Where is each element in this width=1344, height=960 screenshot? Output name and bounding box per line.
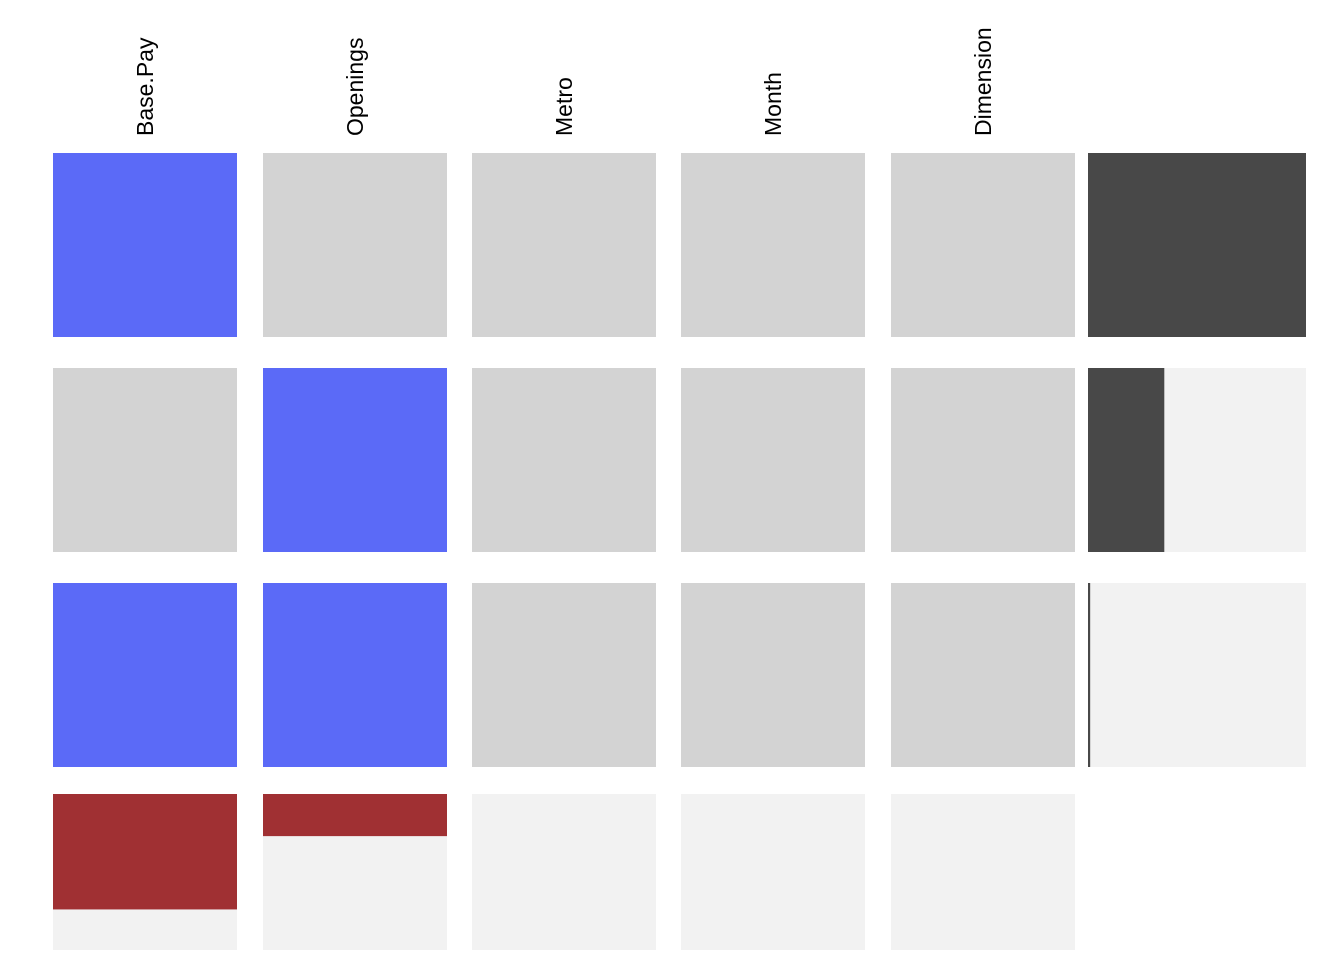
- pattern-cell-r0-c1: [263, 153, 447, 337]
- pattern-cell-r0-c2: [472, 153, 656, 337]
- column-bar-0: [53, 794, 237, 910]
- column-bar-bg-2: [472, 794, 656, 950]
- column-bar-bg-3: [681, 794, 865, 950]
- pattern-cell-r1-c4: [891, 368, 1075, 552]
- pattern-cell-r2-c0: [53, 583, 237, 767]
- column-bar-1: [263, 794, 447, 837]
- pattern-cell-r2-c1: [263, 583, 447, 767]
- pattern-cell-r1-c2: [472, 368, 656, 552]
- pattern-cell-r1-c3: [681, 368, 865, 552]
- pattern-cell-r0-c4: [891, 153, 1075, 337]
- row-bar-2: [1088, 583, 1091, 767]
- pattern-cell-r2-c3: [681, 583, 865, 767]
- pattern-cell-r0-c3: [681, 153, 865, 337]
- column-label-0: Base.Pay: [132, 37, 158, 136]
- pattern-cell-r2-c4: [891, 583, 1075, 767]
- column-bar-bg-4: [891, 794, 1075, 950]
- row-bar-1: [1088, 368, 1165, 552]
- pattern-cell-r0-c0: [53, 153, 237, 337]
- pattern-cell-r2-c2: [472, 583, 656, 767]
- pattern-cell-r1-c1: [263, 368, 447, 552]
- row-bar-0: [1088, 153, 1306, 337]
- pattern-cell-r1-c0: [53, 368, 237, 552]
- column-label-4: Dimension: [970, 27, 996, 136]
- column-label-2: Metro: [551, 77, 577, 136]
- column-label-3: Month: [760, 72, 786, 136]
- row-bar-bg-2: [1088, 583, 1306, 767]
- column-label-1: Openings: [342, 38, 368, 136]
